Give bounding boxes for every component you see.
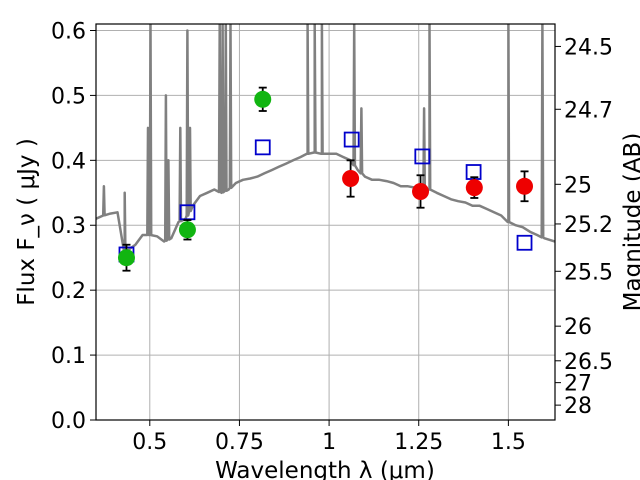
y-tick-label: 0.6: [51, 19, 86, 44]
red-point: [412, 182, 430, 200]
plot-area: [96, 24, 555, 272]
y-tick-label: 0.2: [51, 279, 86, 304]
plot-frame: [95, 23, 556, 421]
x-tick-label: 0.75: [215, 430, 264, 455]
y-axis-title: Flux F_ν ( μJy ): [14, 138, 40, 306]
x-tick-label: 1.25: [394, 430, 443, 455]
x-tick-label: 1.5: [491, 430, 526, 455]
right-tick-label: 26: [564, 315, 592, 340]
right-tick-label: 24.5: [564, 35, 613, 60]
y-tick-label: 0.3: [51, 214, 86, 239]
y-axis-left: 0.0 0.1 0.2 0.3 0.4 0.5 0.6: [51, 19, 96, 434]
x-axis: 0.5 0.75 1 1.25 1.5: [132, 420, 526, 455]
y-tick-label: 0.5: [51, 84, 86, 109]
right-tick-label: 26.5: [564, 350, 613, 375]
green-point: [178, 221, 196, 239]
model-photometry-square: [343, 131, 360, 148]
red-point: [465, 179, 483, 197]
green-point: [254, 90, 272, 108]
y-tick-label: 0.1: [51, 344, 86, 369]
right-tick-label: 28: [564, 394, 592, 419]
x-tick-label: 0.5: [132, 430, 167, 455]
red-point: [516, 177, 534, 195]
model-spectrum-line: [96, 24, 555, 253]
right-tick-label: 24.7: [564, 98, 613, 123]
model-photometry-square: [516, 234, 533, 251]
model-photometry-square: [414, 148, 431, 165]
right-tick-label: 25: [564, 173, 592, 198]
x-axis-title: Wavelength λ (μm): [215, 458, 435, 480]
y-axis-right-title: Magnitude (AB): [620, 133, 640, 312]
red-point: [342, 170, 360, 188]
right-tick-label: 25.5: [564, 260, 613, 285]
model-photometry-square: [254, 139, 271, 156]
right-tick-label: 25.2: [564, 213, 613, 238]
y-tick-label: 0.4: [51, 149, 86, 174]
y-tick-label: 0.0: [51, 409, 86, 434]
green-point: [117, 249, 135, 267]
x-tick-label: 1: [322, 430, 336, 455]
right-tick-label: 27: [564, 372, 592, 397]
